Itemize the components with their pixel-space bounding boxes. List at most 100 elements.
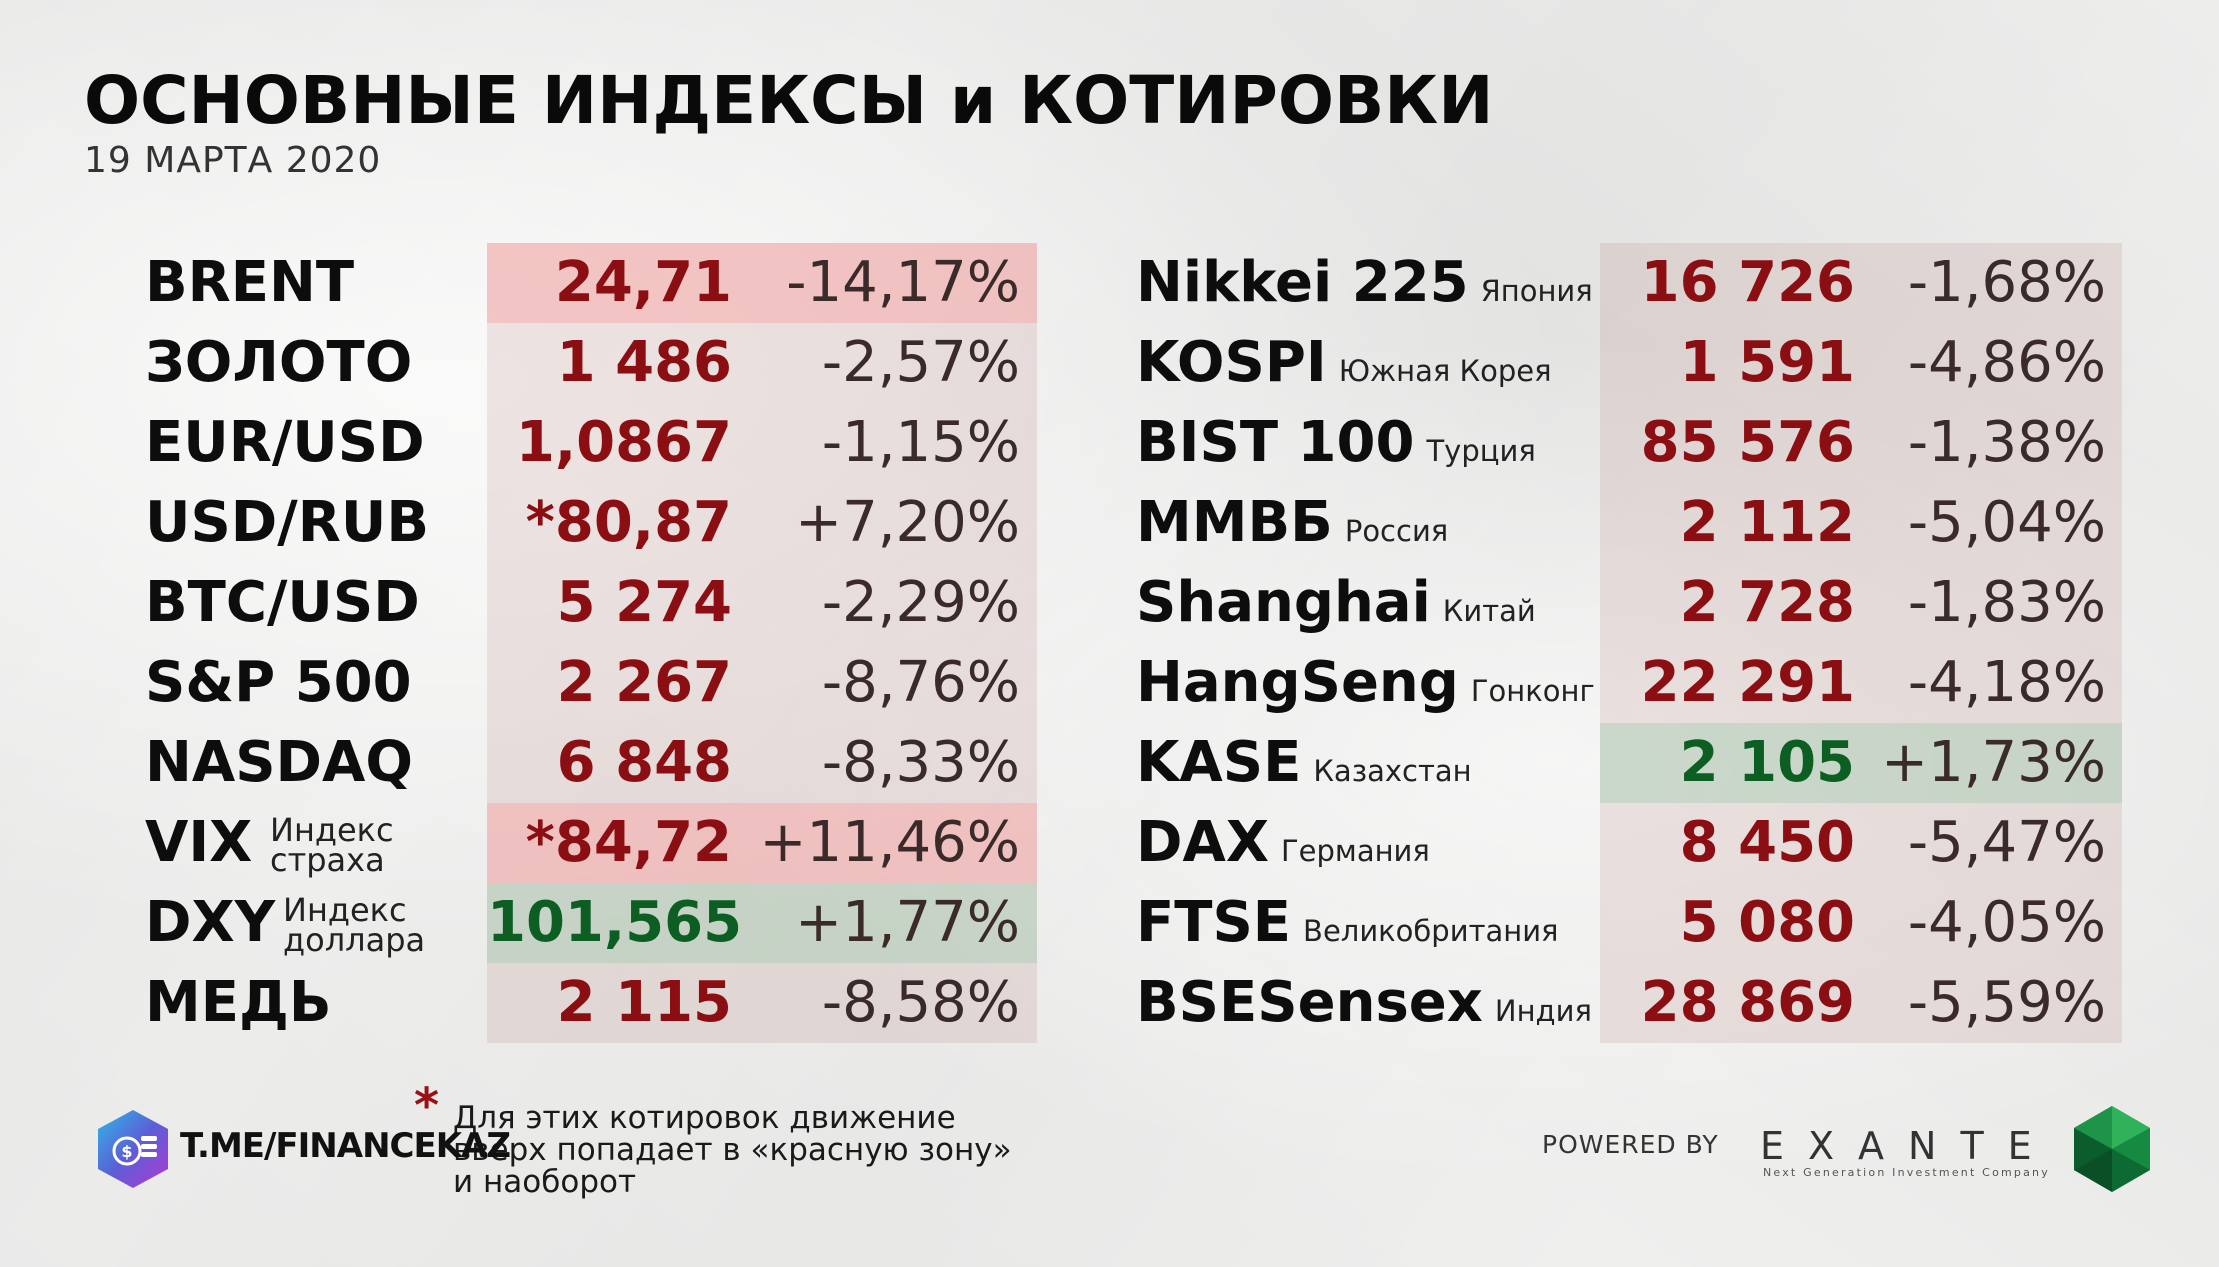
right-table-row: ММВБ Россия 2 112 -5,04% bbox=[0, 483, 2219, 563]
instrument-name: S&P 500 bbox=[145, 650, 412, 715]
row-highlight bbox=[1600, 723, 2122, 803]
index-name-text: FTSE bbox=[1136, 890, 1292, 955]
right-table-row: BSESensex Индия 28 869 -5,59% bbox=[0, 963, 2219, 1043]
instrument-name: VIX bbox=[145, 810, 253, 875]
instrument-description-line-2: страха bbox=[270, 841, 385, 879]
right-table-row: KOSPI Южная Корея 1 591 -4,86% bbox=[0, 323, 2219, 403]
left-table-row: DXY Индекс доллара 101,565 +1,77% bbox=[0, 883, 1100, 963]
instrument-change: +7,20% bbox=[795, 490, 1020, 555]
page-title: ОСНОВНЫЕ ИНДЕКСЫ и КОТИРОВКИ bbox=[84, 62, 1494, 139]
index-change: -4,86% bbox=[1907, 330, 2106, 395]
index-name-text: Shanghai bbox=[1136, 570, 1431, 635]
index-change: -1,38% bbox=[1907, 410, 2106, 475]
instrument-description-line-2: доллара bbox=[283, 921, 426, 959]
instrument-change: -8,33% bbox=[821, 730, 1020, 795]
right-values-column-bg bbox=[1600, 243, 2122, 1043]
emerald-gem-logo-icon bbox=[2072, 1104, 2152, 1194]
index-country: Индия bbox=[1494, 994, 1592, 1028]
index-name: DAX Германия bbox=[1136, 803, 1430, 891]
left-table-row: S&P 500 2 267 -8,76% bbox=[0, 643, 1100, 723]
instrument-value: 1 486 bbox=[556, 330, 732, 395]
index-name: Shanghai Китай bbox=[1136, 563, 1536, 651]
index-value: 85 576 bbox=[1640, 410, 1855, 475]
left-table-row: EUR/USD 1,0867 -1,15% bbox=[0, 403, 1100, 483]
index-value: 2 728 bbox=[1679, 570, 1855, 635]
instrument-name: USD/RUB bbox=[145, 490, 430, 555]
instrument-value: 101,565 bbox=[487, 890, 743, 955]
left-table-row: ЗОЛОТО 1 486 -2,57% bbox=[0, 323, 1100, 403]
index-name-text: DAX bbox=[1136, 810, 1269, 875]
left-table-row: USD/RUB *80,87 +7,20% bbox=[0, 483, 1100, 563]
index-country: Казахстан bbox=[1313, 754, 1472, 788]
index-change: -4,05% bbox=[1907, 890, 2106, 955]
index-change: -4,18% bbox=[1907, 650, 2106, 715]
right-table-row: BIST 100 Турция 85 576 -1,38% bbox=[0, 403, 2219, 483]
index-name: KOSPI Южная Корея bbox=[1136, 323, 1552, 411]
instrument-name: BTC/USD bbox=[145, 570, 420, 635]
coin-hexagon-logo-icon: $ bbox=[92, 1108, 174, 1190]
footnote-star: * bbox=[414, 1078, 440, 1134]
index-name: KASE Казахстан bbox=[1136, 723, 1472, 811]
right-table-row: KASE Казахстан 2 105 +1,73% bbox=[0, 723, 2219, 803]
instrument-value: *84,72 bbox=[525, 810, 732, 875]
instrument-value: 2 115 bbox=[556, 970, 732, 1035]
index-change: -1,83% bbox=[1907, 570, 2106, 635]
footnote-line-1: Для этих котировок движение bbox=[453, 1100, 956, 1136]
instrument-change: -1,15% bbox=[821, 410, 1020, 475]
index-name: BIST 100 Турция bbox=[1136, 403, 1536, 491]
index-value: 22 291 bbox=[1640, 650, 1855, 715]
instrument-value: 1,0867 bbox=[515, 410, 732, 475]
index-country: Великобритания bbox=[1303, 914, 1559, 948]
index-name-text: BIST 100 bbox=[1136, 410, 1415, 475]
instrument-name: NASDAQ bbox=[145, 730, 413, 795]
instrument-value: 6 848 bbox=[556, 730, 732, 795]
left-table-row: BRENT 24,71 -14,17% bbox=[0, 243, 1100, 323]
instrument-description: Индекс страха bbox=[270, 811, 394, 879]
index-name-text: Nikkei 225 bbox=[1136, 250, 1469, 315]
left-table-row: МЕДЬ 2 115 -8,58% bbox=[0, 963, 1100, 1043]
index-change: -5,59% bbox=[1907, 970, 2106, 1035]
instrument-change: -2,29% bbox=[821, 570, 1020, 635]
index-name: FTSE Великобритания bbox=[1136, 883, 1558, 971]
index-value: 16 726 bbox=[1640, 250, 1855, 315]
index-value: 2 105 bbox=[1679, 730, 1855, 795]
instrument-description-line-1: Индекс bbox=[283, 891, 407, 929]
instrument-name: ЗОЛОТО bbox=[145, 330, 413, 395]
svg-text:$: $ bbox=[121, 1142, 132, 1161]
left-table-row: VIX Индекс страха *84,72 +11,46% bbox=[0, 803, 1100, 883]
index-country: Гонконг bbox=[1470, 674, 1595, 708]
instrument-value: 24,71 bbox=[554, 250, 732, 315]
instrument-change: +11,46% bbox=[759, 810, 1020, 875]
powered-by-label: POWERED BY bbox=[1542, 1130, 1719, 1159]
index-name: HangSeng Гонконг bbox=[1136, 643, 1595, 731]
instrument-description-line-1: Индекс bbox=[270, 811, 394, 849]
left-values-column-bg bbox=[487, 243, 1037, 1043]
channel-link[interactable]: T.ME/FINANCEKAZ bbox=[180, 1126, 511, 1166]
instrument-name: EUR/USD bbox=[145, 410, 425, 475]
exante-logo-text: EXANTE bbox=[1760, 1124, 2056, 1168]
instrument-change: -14,17% bbox=[786, 250, 1020, 315]
left-table-row: BTC/USD 5 274 -2,29% bbox=[0, 563, 1100, 643]
instrument-change: -8,58% bbox=[821, 970, 1020, 1035]
footnote-line-2: вверх попадает в «красную зону» bbox=[453, 1132, 1012, 1168]
index-country: Турция bbox=[1426, 434, 1536, 468]
index-value: 28 869 bbox=[1640, 970, 1855, 1035]
instrument-change: -2,57% bbox=[821, 330, 1020, 395]
instrument-name: BRENT bbox=[145, 250, 355, 315]
index-country: Южная Корея bbox=[1338, 354, 1552, 388]
index-country: Германия bbox=[1281, 834, 1430, 868]
index-name-text: BSESensex bbox=[1136, 970, 1483, 1035]
instrument-description: Индекс доллара bbox=[283, 891, 426, 959]
index-name: ММВБ Россия bbox=[1136, 483, 1448, 571]
right-table-row: HangSeng Гонконг 22 291 -4,18% bbox=[0, 643, 2219, 723]
index-change: -5,04% bbox=[1907, 490, 2106, 555]
instrument-value: 2 267 bbox=[556, 650, 732, 715]
index-change: +1,73% bbox=[1881, 730, 2106, 795]
instrument-name: МЕДЬ bbox=[145, 970, 332, 1035]
index-country: Япония bbox=[1480, 274, 1593, 308]
exante-tagline: Next Generation Investment Company bbox=[1763, 1166, 2050, 1179]
index-value: 1 591 bbox=[1679, 330, 1855, 395]
index-country: Китай bbox=[1442, 594, 1536, 628]
index-change: -1,68% bbox=[1907, 250, 2106, 315]
instrument-value: *80,87 bbox=[525, 490, 732, 555]
